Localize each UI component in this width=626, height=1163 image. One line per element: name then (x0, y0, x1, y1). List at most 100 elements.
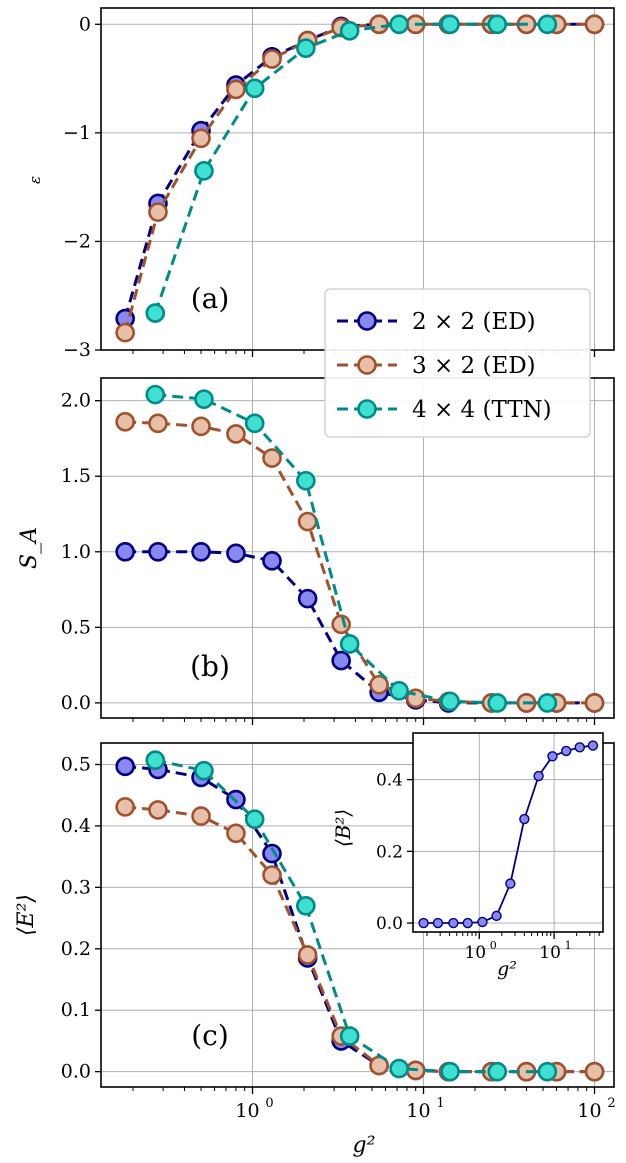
legend-entry: 4 × 4 (TTN) (337, 397, 552, 423)
data-point (191, 416, 211, 437)
data-point (226, 79, 246, 100)
data-point (477, 916, 488, 928)
data-point (462, 917, 473, 929)
legend-marker (357, 355, 377, 375)
y-tick-label: 1.5 (61, 465, 91, 487)
x-tick-label: 10 (406, 1100, 430, 1122)
data-point (537, 693, 558, 713)
data-point (262, 49, 282, 69)
y-tick-label: 0.2 (61, 938, 91, 960)
x-tick-label: 10 (235, 1100, 259, 1122)
series-line (123, 22, 595, 334)
legend-marker (357, 399, 377, 419)
y-tick-label: 0.3 (61, 876, 91, 898)
legend-box (324, 288, 591, 438)
data-point (115, 797, 135, 817)
data-point (339, 634, 360, 654)
data-point (296, 470, 316, 491)
y-tick-label: 0.2 (376, 842, 403, 862)
data-point (262, 865, 282, 885)
x-axis-label: g² (497, 958, 517, 980)
data-point (262, 551, 282, 571)
data-point (297, 588, 318, 609)
data-point (587, 740, 599, 751)
data-point (331, 614, 351, 635)
x-axis-label: g² (353, 1133, 376, 1158)
data-point (440, 691, 460, 712)
data-point (369, 674, 389, 695)
y-tick-label: −3 (63, 339, 91, 361)
data-point (440, 1061, 460, 1082)
data-point (331, 650, 351, 671)
y-tick-label: 0.0 (376, 914, 403, 934)
data-point (262, 448, 282, 468)
y-tick-label: 0.5 (61, 754, 91, 776)
data-point (244, 413, 265, 434)
series-line (153, 22, 548, 314)
y-tick-label: 0.1 (61, 999, 91, 1021)
legend: 2 × 2 (ED) 3 × 2 (ED) 4 × 4 (TTN) (324, 288, 591, 438)
data-point (115, 322, 135, 343)
panel-c: 0.00.10.20.30.40.510 0 10 1 10 2(c)⟨E²⟩g² (14, 742, 616, 1158)
data-point (262, 843, 282, 864)
panel-label: (c) (191, 1019, 229, 1052)
data-point (194, 389, 214, 409)
legend-label: 4 × 4 (TTN) (412, 397, 552, 423)
data-point (296, 895, 316, 916)
plot-frame (412, 732, 604, 933)
x-tick-label: 10 (539, 943, 561, 963)
y-tick-label: 0.4 (376, 771, 403, 791)
plot-frame (100, 742, 615, 1088)
data-point (296, 38, 316, 58)
data-point (389, 14, 409, 35)
legend-entry: 3 × 2 (ED) (337, 353, 536, 379)
y-axis-label: ⟨B²⟩ (331, 809, 355, 847)
data-point (191, 806, 211, 826)
data-point (191, 128, 211, 149)
data-point (244, 78, 265, 99)
y-tick-label: 0.0 (61, 1061, 91, 1083)
data-point (226, 424, 246, 444)
y-tick-label: −2 (63, 230, 91, 252)
data-point (584, 14, 605, 35)
y-axis-label: ε (26, 176, 44, 184)
legend-label: 2 × 2 (ED) (412, 309, 536, 335)
data-point (584, 1061, 605, 1082)
data-point (148, 202, 168, 222)
data-point (389, 680, 409, 701)
x-tick-exponent: 1 (436, 1096, 444, 1111)
data-point (537, 14, 558, 35)
data-point (440, 14, 460, 35)
y-axis-label: S_A (17, 527, 42, 569)
data-point (244, 809, 265, 829)
data-point (194, 760, 214, 781)
y-tick-label: 0.4 (61, 815, 91, 837)
data-point (574, 742, 585, 753)
panel-a: 0 −1 −2 −3 (a) ε (26, 7, 615, 361)
data-point (432, 917, 444, 929)
data-point (560, 745, 572, 757)
series-3 (145, 14, 558, 323)
data-point (148, 541, 168, 562)
legend-entry: 2 × 2 (ED) (337, 309, 536, 335)
legend-marker (357, 311, 377, 331)
data-point (339, 20, 360, 41)
x-tick-label: 10 (577, 1100, 601, 1122)
data-point (115, 756, 135, 777)
data-point (505, 878, 516, 889)
series-3 (145, 750, 558, 1082)
data-point (148, 800, 168, 820)
data-point (389, 1058, 409, 1079)
y-tick-label: 2.0 (61, 390, 91, 412)
series-1 (418, 740, 599, 929)
panel-inset: 0.0 0.2 0.4 10 0 10 1 ⟨B²⟩ g² (331, 732, 604, 980)
y-tick-label: 0.0 (61, 692, 91, 714)
data-point (145, 384, 166, 405)
x-tick-exponent: 2 (607, 1096, 615, 1111)
data-point (487, 14, 508, 35)
panel-b: 0.0 0.5 1.0 1.5 2.0 (b) S_A (17, 377, 615, 725)
y-tick-label: 1.0 (61, 541, 91, 563)
legend-label: 3 × 2 (ED) (412, 353, 536, 379)
data-point (115, 412, 135, 432)
